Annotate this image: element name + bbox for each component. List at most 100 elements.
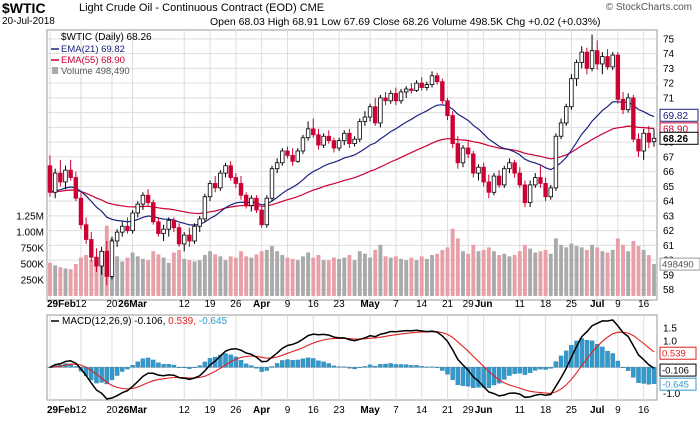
candle-body bbox=[367, 106, 373, 118]
macd-histogram-bar bbox=[579, 338, 584, 368]
macd-histogram-bar bbox=[543, 367, 548, 370]
candle-body bbox=[476, 166, 481, 174]
macd-histogram-bar bbox=[625, 367, 631, 371]
macd-histogram-bar bbox=[424, 366, 430, 368]
macd-histogram-bar bbox=[73, 366, 79, 368]
volume-bar bbox=[641, 249, 646, 296]
volume-bar bbox=[228, 256, 233, 296]
macd-histogram-bar bbox=[202, 361, 208, 368]
candle-body bbox=[641, 132, 646, 152]
volume-bar bbox=[156, 254, 161, 296]
macd-histogram-bar bbox=[249, 365, 254, 368]
macd-histogram-bar bbox=[548, 367, 553, 369]
candle-body bbox=[342, 132, 347, 142]
candle-body bbox=[326, 135, 331, 142]
price-x-tick-label: 18 bbox=[540, 299, 552, 310]
macd-histogram-bar bbox=[429, 366, 435, 368]
macd-histogram-bar bbox=[403, 364, 409, 368]
volume-bar bbox=[471, 244, 476, 296]
candle-body bbox=[646, 132, 652, 143]
candle-body bbox=[347, 132, 352, 145]
candle-body bbox=[58, 172, 63, 183]
macd-histogram-bar bbox=[620, 367, 626, 368]
macd-histogram-bar bbox=[140, 358, 146, 368]
candle-body bbox=[589, 50, 595, 69]
volume-bar bbox=[79, 257, 83, 296]
candle-body bbox=[104, 250, 109, 277]
candle-body bbox=[171, 219, 177, 229]
volume-bar bbox=[548, 253, 553, 296]
macd-histogram-bar bbox=[460, 367, 466, 386]
candle-body bbox=[440, 81, 445, 102]
candle-body bbox=[558, 122, 564, 137]
volume-bar bbox=[610, 249, 615, 296]
macd-histogram-bar bbox=[574, 340, 579, 368]
volume-bar bbox=[213, 254, 218, 296]
volume-bar bbox=[626, 251, 631, 296]
macd-tick-label: -1.0 bbox=[663, 389, 681, 400]
macd-histogram-bar bbox=[517, 367, 522, 374]
macd-histogram-bar bbox=[192, 367, 197, 368]
volume-bar bbox=[202, 255, 207, 296]
price-tick-label: 75 bbox=[663, 34, 675, 45]
macd-histogram-bar bbox=[285, 359, 290, 368]
macd-histogram-bar bbox=[584, 340, 590, 368]
macd-histogram-bar bbox=[440, 367, 445, 371]
volume-bar bbox=[94, 262, 99, 296]
volume-bar bbox=[378, 244, 383, 296]
macd-x-tick-label: 16 bbox=[308, 405, 320, 416]
volume-bar bbox=[295, 260, 300, 296]
candle-body bbox=[68, 169, 73, 178]
price-tick-label: 66 bbox=[663, 167, 675, 178]
macd-histogram-bar bbox=[414, 365, 419, 368]
volume-bar bbox=[239, 251, 243, 296]
macd-histogram-bar bbox=[357, 367, 362, 368]
volume-bar bbox=[146, 260, 151, 296]
candle-body bbox=[409, 88, 414, 91]
candle-body bbox=[218, 172, 223, 189]
volume-bar bbox=[135, 256, 140, 296]
volume-bar bbox=[507, 256, 512, 296]
candle-body bbox=[383, 97, 388, 102]
price-x-tick-label: 12 bbox=[179, 299, 191, 310]
macd-histogram-bar bbox=[502, 367, 507, 380]
volume-bar bbox=[538, 251, 543, 296]
macd-histogram-bar bbox=[419, 366, 424, 368]
candle-body bbox=[533, 177, 538, 186]
price-x-tick-label: Jun bbox=[475, 299, 493, 310]
candle-body bbox=[125, 225, 130, 232]
volume-bar bbox=[166, 262, 171, 296]
macd-histogram-bar bbox=[120, 367, 125, 372]
volume-bar bbox=[357, 251, 362, 296]
candle-body bbox=[352, 138, 357, 145]
volume-tick-label: 750K bbox=[21, 244, 45, 255]
candle-body bbox=[274, 162, 280, 170]
candle-body bbox=[254, 197, 259, 211]
volume-bar bbox=[636, 246, 641, 296]
volume-bar bbox=[590, 244, 594, 296]
volume-bar bbox=[435, 253, 440, 296]
candle-body bbox=[259, 209, 264, 226]
macd-histogram-bar bbox=[176, 367, 182, 368]
volume-bar bbox=[187, 260, 192, 296]
brand-label: © StockCharts.com bbox=[605, 2, 692, 13]
volume-bar bbox=[275, 251, 280, 296]
volume-bar bbox=[409, 257, 414, 296]
candle-body bbox=[595, 50, 600, 65]
price-x-tick-label: 7 bbox=[393, 299, 399, 310]
volume-bar bbox=[326, 260, 331, 296]
candle-body bbox=[166, 219, 171, 230]
volume-bar bbox=[192, 261, 197, 296]
candle-body bbox=[636, 138, 641, 152]
macd-x-tick-label: 21 bbox=[442, 405, 454, 416]
macd-histogram-bar bbox=[326, 363, 331, 368]
macd-x-tick-label: 25 bbox=[566, 405, 578, 416]
macd-histogram-bar bbox=[161, 364, 166, 368]
candle-body bbox=[161, 228, 166, 235]
macd-legend: MACD(12,26,9) -0.106, 0.539, -0.645 bbox=[62, 316, 228, 327]
candle-body bbox=[620, 98, 626, 111]
volume-bar bbox=[342, 257, 347, 296]
price-x-tick-label: 29 bbox=[463, 299, 475, 310]
candle-body bbox=[548, 187, 553, 198]
macd-histogram-bar bbox=[600, 346, 605, 368]
